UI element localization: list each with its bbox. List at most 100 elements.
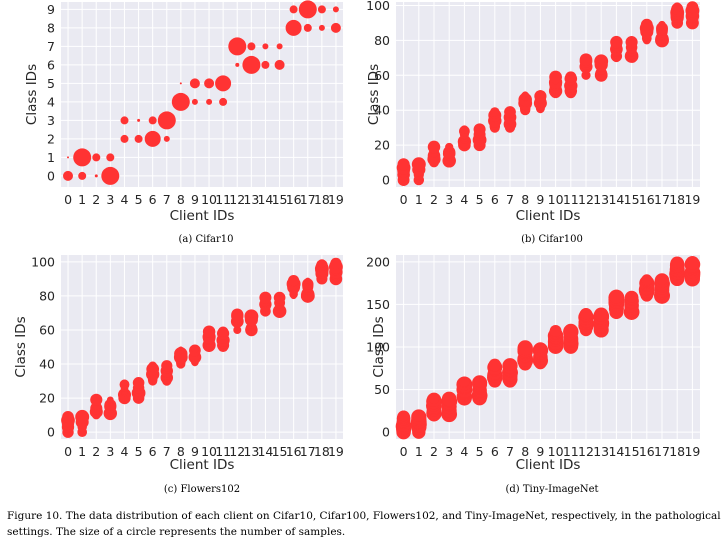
subfigure-caption: (c) Flowers102 [164, 484, 240, 495]
x-tick-label: 2 [430, 192, 438, 207]
x-tick-label: 3 [445, 444, 453, 459]
data-point [536, 90, 545, 99]
y-tick-label: 80 [374, 33, 390, 48]
x-tick-label: 8 [177, 444, 185, 459]
data-point [134, 134, 143, 143]
data-point [580, 308, 592, 320]
x-axis-label: Client IDs [516, 457, 581, 473]
data-point [330, 22, 341, 33]
x-tick-label: 11 [563, 192, 579, 207]
plot-area [396, 2, 700, 187]
data-point [672, 2, 682, 12]
data-point [658, 20, 666, 29]
x-tick-label: 7 [506, 444, 514, 459]
data-point [397, 158, 410, 171]
x-tick-label: 11 [563, 444, 579, 459]
data-point [610, 35, 623, 49]
data-point [235, 62, 240, 67]
x-axis-label: Client IDs [170, 208, 235, 224]
data-point [563, 323, 578, 338]
y-tick-label: 40 [39, 357, 55, 372]
data-point [317, 259, 327, 268]
x-tick-label: 3 [106, 444, 114, 459]
data-point [671, 257, 683, 269]
data-point [595, 308, 607, 320]
x-tick-label: 11 [215, 192, 231, 207]
x-tick-label: 10 [548, 444, 564, 459]
x-tick-label: 14 [257, 192, 273, 207]
data-point [625, 36, 638, 49]
panel-tiny-imagenet: 0 1 2 3 4 5 6 7 8 9 10 11 12 13 14 15 16 17 18 190501001502… [366, 254, 700, 495]
x-tick-label: 18 [669, 192, 685, 207]
data-point [317, 5, 326, 14]
data-point [261, 60, 270, 69]
y-tick-label: 2 [47, 131, 55, 146]
y-tick-label: 7 [47, 39, 55, 54]
y-axis-label: Class IDs [366, 64, 382, 125]
data-point [189, 78, 200, 89]
y-axis-label: Class IDs [371, 316, 387, 377]
data-point [304, 277, 311, 284]
data-point [73, 148, 92, 167]
data-point [428, 393, 440, 405]
data-point [412, 410, 425, 422]
data-point [120, 134, 129, 143]
x-tick-label: 6 [491, 192, 499, 207]
x-tick-label: 1 [415, 192, 423, 207]
y-tick-label: 3 [47, 113, 55, 128]
x-tick-label: 16 [286, 444, 302, 459]
data-point [685, 255, 700, 270]
data-point [148, 116, 157, 125]
x-tick-label: 1 [78, 444, 86, 459]
x-tick-label: 0 [400, 444, 408, 459]
data-point [157, 111, 176, 130]
data-point [273, 291, 286, 304]
panel-cifar100: 0 1 2 3 4 5 6 7 8 9 10 11 12 13 14 15 16 17 18 190204060801… [366, 0, 700, 245]
panel-flowers102: 0 1 2 3 4 5 6 7 8 9 101112131415161718190204060801… [13, 254, 344, 495]
data-point [504, 106, 516, 118]
x-tick-label: 0 [400, 192, 408, 207]
data-point [535, 342, 546, 354]
data-point [473, 123, 486, 136]
data-point [178, 346, 183, 351]
x-tick-label: 4 [460, 444, 468, 459]
x-tick-label: 6 [149, 444, 157, 459]
subfigure-caption: (a) Cifar10 [179, 234, 234, 245]
data-point [517, 340, 533, 356]
x-tick-label: 4 [120, 444, 128, 459]
data-point [609, 289, 624, 304]
data-point [427, 140, 441, 154]
figure-caption: Figure 10. The data distribution of each… [7, 510, 721, 538]
data-point [549, 70, 562, 84]
y-tick-label: 100 [366, 340, 390, 355]
data-point [231, 308, 244, 321]
data-point [120, 116, 129, 125]
data-point [411, 157, 426, 172]
y-tick-label: 0 [382, 173, 390, 188]
x-tick-label: 13 [593, 192, 609, 207]
x-tick-label: 11 [215, 444, 231, 459]
data-point [298, 0, 317, 19]
x-tick-label: 12 [229, 444, 245, 459]
data-point [504, 359, 516, 371]
x-tick-label: 0 [64, 444, 72, 459]
data-point [228, 37, 247, 56]
data-point [445, 142, 454, 151]
data-point [640, 18, 653, 31]
x-tick-label: 15 [272, 444, 288, 459]
data-point [78, 171, 87, 180]
y-tick-label: 100 [31, 254, 55, 269]
y-tick-label: 60 [39, 322, 55, 337]
data-point [106, 396, 114, 404]
x-axis-label: Client IDs [170, 457, 235, 473]
data-point [121, 379, 128, 387]
y-tick-label: 60 [374, 68, 390, 83]
x-tick-label: 10 [201, 444, 217, 459]
y-tick-label: 150 [366, 297, 390, 312]
data-point [132, 377, 145, 389]
data-point [285, 19, 302, 36]
x-tick-label: 7 [506, 192, 514, 207]
data-point [441, 391, 457, 407]
data-point [163, 135, 170, 142]
y-axis-label: Class IDs [13, 316, 29, 377]
